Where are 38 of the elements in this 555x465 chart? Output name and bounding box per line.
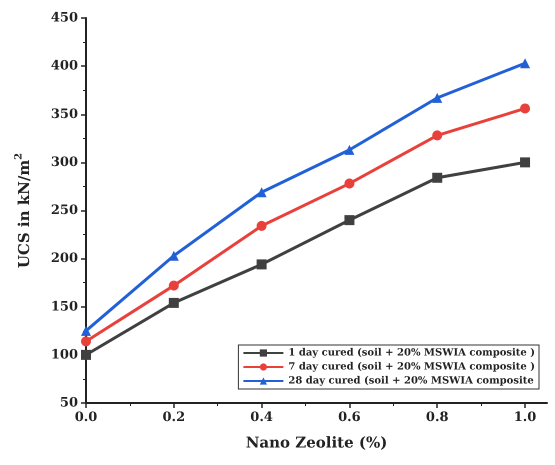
y-tick-label: 200: [50, 251, 78, 266]
x-tick-label: 0.0: [74, 410, 98, 425]
point: [432, 172, 442, 183]
point: [432, 92, 442, 103]
point: [168, 250, 179, 261]
y-tick-label: 100: [50, 347, 78, 362]
point: [168, 298, 179, 308]
y-tick-label: 300: [50, 154, 78, 170]
y-axis-title: UCS in kN/m2: [14, 152, 33, 268]
point: [168, 280, 179, 291]
legend-label: 7 day cured (soil + 20% MSWIA composite ): [288, 362, 536, 372]
point: [81, 350, 91, 360]
x-tick-label: 0.8: [426, 410, 449, 425]
point: [520, 103, 530, 114]
y-tick-label: 400: [50, 58, 78, 74]
y-tick-label: 450: [50, 10, 78, 26]
point: [256, 187, 267, 198]
point: [344, 144, 354, 155]
point: [256, 220, 267, 231]
x-tick-label: 0.2: [162, 410, 186, 425]
point: [520, 157, 530, 168]
point: [344, 215, 354, 226]
x-tick-label: 1.0: [514, 410, 536, 425]
point: [520, 58, 530, 68]
y-tick-label: 350: [50, 106, 78, 122]
y-tick-label: 50: [60, 396, 78, 410]
x-tick-label: 0.6: [338, 410, 361, 425]
legend-label: 1 day cured (soil + 20% MSWIA composite ): [288, 348, 536, 358]
y-tick-label: 150: [50, 299, 78, 314]
legend-label: 28 day cured (soil + 20% MSWIA composite: [288, 376, 534, 386]
x-axis-title: Nano Zeolite (%): [246, 434, 388, 452]
point: [81, 326, 91, 336]
x-tick-label: 0.4: [250, 410, 273, 425]
point: [81, 336, 91, 346]
point: [344, 178, 354, 189]
point: [432, 130, 442, 140]
point: [256, 259, 267, 270]
y-tick-label: 250: [50, 203, 78, 218]
